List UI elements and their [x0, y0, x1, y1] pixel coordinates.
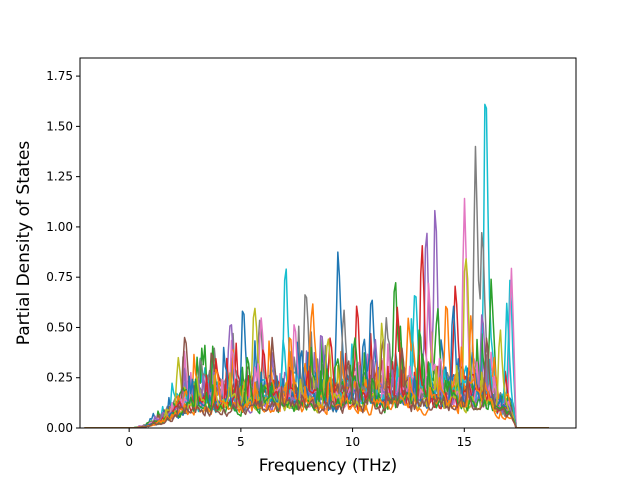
y-tick-label: 1.00	[46, 220, 73, 234]
x-tick-label: 0	[125, 435, 133, 449]
y-tick-label: 0.75	[46, 270, 73, 284]
y-tick-label: 0.00	[46, 421, 73, 435]
x-axis-label: Frequency (THz)	[259, 456, 398, 476]
x-tick-label: 15	[457, 435, 472, 449]
plot-frame	[79, 57, 577, 429]
y-axis-ticks: 0.00 0.25 0.50 0.75 1.00 1.25 1.50 1.75	[46, 69, 80, 435]
y-tick-label: 1.50	[46, 119, 73, 133]
series-line-19	[84, 315, 549, 428]
series-layer	[84, 103, 549, 428]
y-tick-label: 0.25	[46, 371, 73, 385]
y-tick-label: 0.50	[46, 320, 73, 334]
y-tick-label: 1.25	[46, 170, 73, 184]
y-tick-label: 1.75	[46, 69, 73, 83]
x-tick-label: 10	[345, 435, 360, 449]
series-line-20	[84, 337, 549, 428]
x-axis-ticks: 0 5 10 15	[125, 428, 472, 449]
y-axis-label: Partial Density of States	[14, 141, 34, 346]
x-tick-label: 5	[237, 435, 245, 449]
